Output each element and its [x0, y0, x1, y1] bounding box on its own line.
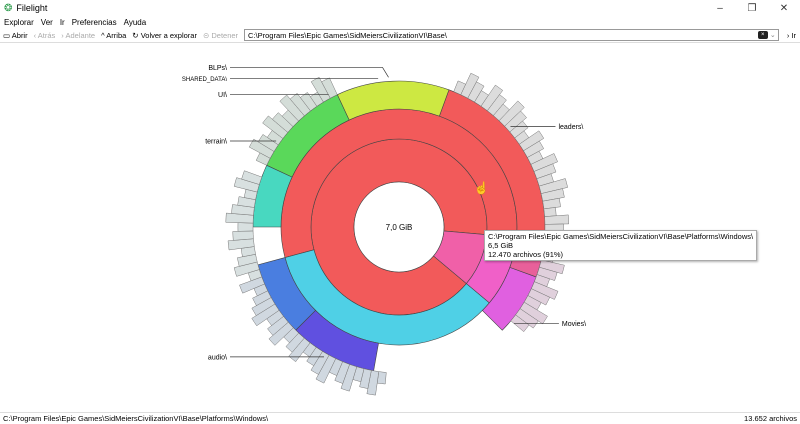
menu-ayuda[interactable]: Ayuda [123, 17, 147, 27]
title-bar: ❂ Filelight – ❐ ✕ [0, 0, 800, 16]
back-label: Atrás [37, 30, 56, 40]
go-button[interactable]: › Ir [786, 30, 796, 40]
menu-preferencias[interactable]: Preferencias [71, 17, 117, 27]
chevron-right-icon: › [61, 30, 64, 40]
maximize-button[interactable]: ❐ [747, 2, 757, 14]
folder-label[interactable]: Movies\ [562, 321, 586, 328]
stop-label: Detener [211, 30, 239, 40]
sunburst-chart[interactable]: 7,0 GiB SHARED_DATA\ BLPs\ UI\ terrain\ leade… [0, 44, 800, 412]
sunburst-leaf-segment[interactable] [544, 214, 570, 225]
tooltip: C:\Program Files\Epic Games\SidMeiersCiv… [484, 230, 758, 261]
open-button[interactable]: ▭ Abrir [3, 31, 28, 40]
folder-icon: ▭ [3, 30, 11, 40]
menu-explorar[interactable]: Explorar [4, 17, 34, 27]
folder-label[interactable]: SHARED_DATA\ [182, 77, 227, 83]
rescan-button[interactable]: ↻ Volver a explorar [132, 31, 197, 40]
stop-button[interactable]: ⊝ Detener [203, 31, 238, 40]
open-label: Abrir [11, 30, 28, 40]
center-circle[interactable] [353, 181, 445, 273]
forward-button[interactable]: › Adelante [61, 31, 95, 40]
menu-ir[interactable]: Ir [59, 17, 65, 27]
up-button[interactable]: ^ Arriba [101, 31, 126, 40]
sunburst-leaf-segment[interactable] [543, 207, 557, 217]
refresh-icon: ↻ [132, 30, 139, 40]
tooltip-size: 6,5 GiB [488, 241, 514, 250]
chevron-up-icon: ^ [101, 30, 105, 40]
stop-icon: ⊝ [202, 30, 210, 40]
tooltip-files: 12.470 archivos (91%) [488, 250, 564, 259]
minimize-button[interactable]: – [717, 2, 723, 14]
chevron-down-icon[interactable]: ⌄ [769, 32, 776, 39]
rescan-label: Volver a explorar [140, 30, 197, 40]
up-label: Arriba [106, 30, 127, 40]
status-bar: C:\Program Files\Epic Games\SidMeiersCiv… [0, 412, 800, 424]
sunburst-segment[interactable] [336, 80, 450, 121]
status-path: C:\Program Files\Epic Games\SidMeiersCiv… [3, 414, 269, 423]
sunburst-leaf-segment[interactable] [239, 276, 265, 294]
toolbar: ▭ Abrir ‹ Atrás › Adelante ^ Arriba ↻ Vo… [0, 28, 800, 43]
folder-label[interactable]: leaders\ [558, 124, 583, 131]
address-value: C:\Program Files\Epic Games\SidMeiersCiv… [248, 30, 447, 40]
folder-label[interactable]: audio\ [208, 354, 227, 361]
menu-ver[interactable]: Ver [40, 17, 53, 27]
sunburst-leaf-segment[interactable] [232, 230, 254, 241]
close-button[interactable]: ✕ [779, 2, 789, 14]
center-size-label: 7,0 GiB [386, 223, 413, 232]
radial-map[interactable]: 7,0 GiB SHARED_DATA\ BLPs\ UI\ terrain\ leade… [0, 44, 800, 412]
sunburst-leaf-segment[interactable] [237, 222, 254, 232]
folder-label[interactable]: BLPs\ [208, 65, 227, 72]
status-file-count: 13.652 archivos [744, 414, 797, 423]
address-input[interactable]: C:\Program Files\Epic Games\SidMeiersCiv… [244, 29, 779, 41]
tooltip-path: C:\Program Files\Epic Games\SidMeiersCiv… [488, 232, 754, 241]
back-button[interactable]: ‹ Atrás [34, 31, 56, 40]
filelight-logo-icon: ❂ [4, 2, 13, 14]
sunburst-leaf-segment[interactable] [321, 77, 338, 99]
label-leader-line [230, 67, 389, 78]
sunburst-leaf-segment[interactable] [241, 170, 263, 185]
window-title: Filelight [16, 3, 48, 13]
clear-icon[interactable]: × [757, 31, 768, 39]
menu-bar: Explorar Ver Ir Preferencias Ayuda [0, 16, 800, 28]
chevron-left-icon: ‹ [33, 30, 37, 40]
forward-label: Adelante [65, 30, 96, 40]
folder-label[interactable]: UI\ [218, 92, 227, 99]
folder-label[interactable]: terrain\ [205, 138, 227, 145]
mouse-cursor-icon: ☝ [474, 180, 489, 195]
go-label: Ir [791, 30, 796, 40]
